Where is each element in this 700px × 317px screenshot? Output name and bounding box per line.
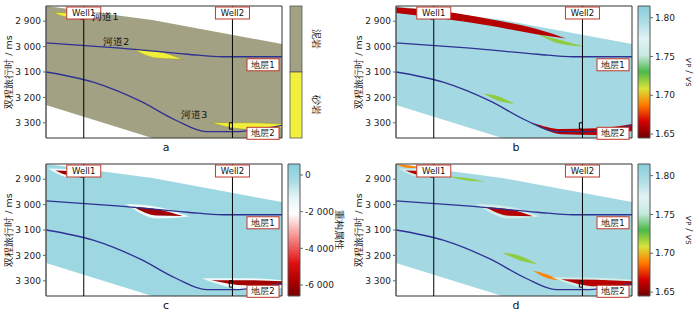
svg-text:3 300: 3 300: [15, 118, 41, 128]
svg-text:3 200: 3 200: [15, 93, 41, 103]
svg-text:Well2: Well2: [221, 8, 244, 18]
svg-text:3 000: 3 000: [365, 42, 391, 52]
svg-text:双程旅行时 / ms: 双程旅行时 / ms: [353, 35, 364, 108]
svg-text:双程旅行时 / ms: 双程旅行时 / ms: [3, 193, 14, 266]
svg-text:泥岩: 泥岩: [311, 29, 322, 49]
svg-text:1.65: 1.65: [655, 287, 675, 297]
svg-text:vP / vS: vP / vS: [684, 58, 696, 87]
svg-text:3 100: 3 100: [365, 67, 391, 77]
svg-text:3 300: 3 300: [365, 276, 391, 286]
svg-text:2 900: 2 900: [365, 16, 391, 26]
svg-text:Well1: Well1: [422, 8, 445, 18]
svg-text:Well1: Well1: [422, 166, 445, 176]
svg-text:1.75: 1.75: [655, 210, 675, 220]
svg-text:地层2: 地层2: [250, 286, 274, 296]
svg-text:1.70: 1.70: [655, 90, 675, 100]
svg-text:河道3: 河道3: [181, 109, 207, 120]
svg-text:2 900: 2 900: [15, 174, 41, 184]
html-text:c: c: [163, 299, 169, 312]
svg-text:3 200: 3 200: [15, 251, 41, 261]
svg-text:-6 000: -6 000: [305, 280, 334, 290]
svg-text:1.80: 1.80: [655, 13, 675, 23]
svg-text:3 200: 3 200: [365, 251, 391, 261]
svg-text:地层1: 地层1: [250, 60, 274, 70]
svg-text:Well1: Well1: [72, 166, 95, 176]
svg-text:-2 000: -2 000: [305, 207, 334, 217]
svg-text:3 100: 3 100: [365, 225, 391, 235]
svg-text:1.75: 1.75: [655, 52, 675, 62]
svg-text:地层1: 地层1: [250, 218, 274, 228]
svg-text:地层2: 地层2: [600, 128, 624, 138]
svg-text:0: 0: [305, 170, 311, 180]
svg-text:Well2: Well2: [571, 166, 594, 176]
svg-text:1.65: 1.65: [655, 129, 675, 139]
svg-text:河道2: 河道2: [103, 36, 129, 47]
svg-text:地层2: 地层2: [600, 286, 624, 296]
svg-text:3 100: 3 100: [15, 225, 41, 235]
svg-text:3 200: 3 200: [365, 93, 391, 103]
svg-text:双程旅行时 / ms: 双程旅行时 / ms: [353, 193, 364, 266]
svg-text:重构属性: 重构属性: [335, 210, 346, 250]
svg-text:vP / vS: vP / vS: [684, 216, 696, 245]
svg-text:1.80: 1.80: [655, 171, 675, 181]
svg-text:Well2: Well2: [221, 166, 244, 176]
svg-text:Well1: Well1: [72, 8, 96, 18]
html-text:d: d: [512, 299, 520, 312]
svg-text:1.70: 1.70: [655, 248, 675, 258]
svg-text:2 900: 2 900: [15, 16, 41, 26]
svg-text:3 000: 3 000: [15, 200, 41, 210]
svg-text:3 100: 3 100: [15, 67, 41, 77]
svg-text:河道1: 河道1: [92, 11, 118, 22]
svg-text:3 300: 3 300: [365, 118, 391, 128]
svg-text:-4 000: -4 000: [305, 244, 334, 254]
svg-text:砂岩: 砂岩: [311, 94, 322, 115]
svg-text:Well2: Well2: [571, 8, 594, 18]
svg-text:3 000: 3 000: [15, 42, 41, 52]
svg-text:2 900: 2 900: [365, 174, 391, 184]
svg-text:3 000: 3 000: [365, 200, 391, 210]
svg-text:地层1: 地层1: [600, 60, 624, 70]
html-text:a: a: [162, 141, 170, 154]
svg-text:地层1: 地层1: [600, 218, 624, 228]
svg-text:3 300: 3 300: [15, 276, 41, 286]
svg-text:双程旅行时 / ms: 双程旅行时 / ms: [3, 35, 14, 108]
html-text:b: b: [512, 141, 520, 154]
svg-text:地层2: 地层2: [250, 128, 274, 138]
